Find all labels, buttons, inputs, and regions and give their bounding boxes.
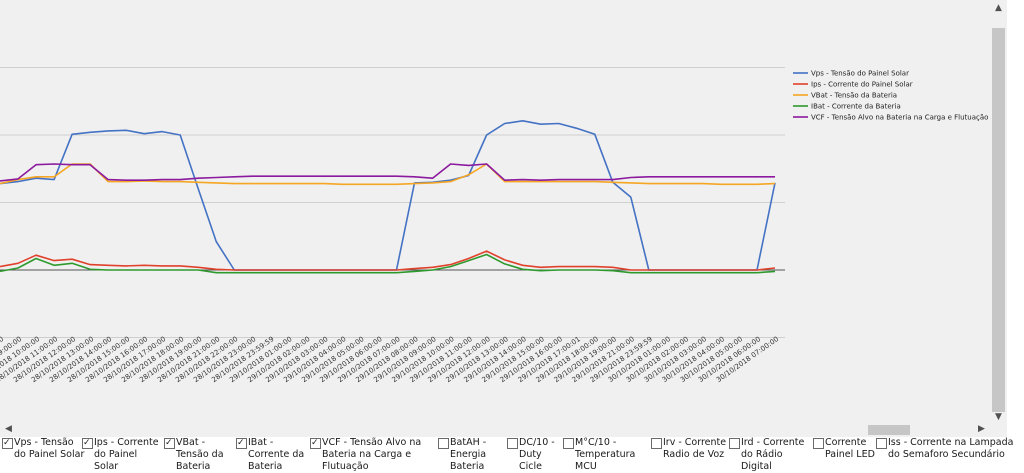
legend-entry: Ips - Corrente do Painel Solar [811,81,913,89]
checkbox-box[interactable] [82,437,93,449]
series-checkbox-led[interactable]: Corrente Painel LED [813,437,875,461]
checkbox-box[interactable] [876,438,887,449]
checkbox-box[interactable] [729,438,740,449]
checkbox-box[interactable] [651,438,662,449]
legend-entry: VCF - Tensão Alvo na Bateria na Carga e … [811,114,988,122]
checkbox-label: Irv - Corrente Radio de Voz [663,437,727,460]
checkbox-label: Ird - Corrente do Rádio Digital [741,437,805,472]
scroll-left-icon[interactable]: ◀ [5,424,12,434]
vertical-scroll-thumb[interactable] [992,28,1005,412]
series-checkbox-dc[interactable]: DC/10 - Duty Cicle [507,437,563,473]
series-checkbox-ips[interactable]: Ips - Corrente do Painel Solar [82,437,162,473]
horizontal-scroll-thumb[interactable] [868,425,910,435]
checkbox-label: DC/10 - Duty Cicle [519,437,555,472]
checkbox-label: IBat - Corrente da Bateria [248,437,305,472]
series-line-1 [0,250,776,271]
series-checkbox-irv[interactable]: Irv - Corrente Radio de Voz [651,437,731,461]
checkbox-box[interactable] [563,438,574,449]
series-line-2 [0,163,776,186]
vertical-scrollbar[interactable]: ▲ ▼ [990,0,1007,426]
checkbox-box[interactable] [438,438,449,449]
checkbox-label: Iss - Corrente na Lampada do Semaforo Se… [888,437,1014,460]
legend-entry: IBat - Corrente da Bateria [811,103,901,111]
horizontal-scrollbar[interactable]: ◀ ▶ [0,423,990,437]
checkbox-label: Ips - Corrente do Painel Solar [94,437,159,472]
scroll-right-icon[interactable]: ▶ [978,424,985,434]
checkbox-label: BatAH - Energia Bateria [450,437,487,472]
series-checkbox-vbat[interactable]: VBat - Tensão da Bateria [164,437,236,473]
checkbox-box[interactable] [507,438,518,449]
series-checkbox-ibat[interactable]: IBat - Corrente da Bateria [236,437,310,473]
checkbox-box[interactable] [813,438,824,449]
series-line-4 [0,163,775,182]
scroll-down-icon[interactable]: ▼ [995,412,1002,422]
checkbox-label: Corrente Painel LED [825,437,875,460]
checkbox-label: VCF - Tensão Alvo na Bateria na Carga e … [322,437,422,472]
series-checkbox-vcf[interactable]: VCF - Tensão Alvo na Bateria na Carga e … [310,437,436,473]
legend-entry: Vps - Tensão do Painel Solar [811,70,909,78]
checkbox-label: M°C/10 - Temperatura MCU [575,437,636,472]
checkbox-box[interactable] [164,437,175,449]
scroll-corner [990,423,1007,437]
series-checkbox-iss[interactable]: Iss - Corrente na Lampada do Semaforo Se… [876,437,1016,461]
checkbox-box[interactable] [2,437,13,449]
legend-entry: VBat - Tensão da Bateria [811,92,897,100]
series-checkbox-vps[interactable]: Vps - Tensão do Painel Solar [2,437,86,461]
series-checkbox-mcu[interactable]: M°C/10 - Temperatura MCU [563,437,649,473]
checkbox-box[interactable] [310,437,321,449]
checkbox-label: VBat - Tensão da Bateria [176,437,224,472]
series-line-3 [0,253,776,274]
checkbox-label: Vps - Tensão do Painel Solar [14,437,85,460]
series-checkbox-ird[interactable]: Ird - Corrente do Rádio Digital [729,437,811,473]
scroll-up-icon[interactable]: ▲ [995,3,1002,13]
series-line-0 [0,120,776,271]
series-checkbox-batah[interactable]: BatAH - Energia Bateria [438,437,506,473]
checkbox-box[interactable] [236,437,247,449]
